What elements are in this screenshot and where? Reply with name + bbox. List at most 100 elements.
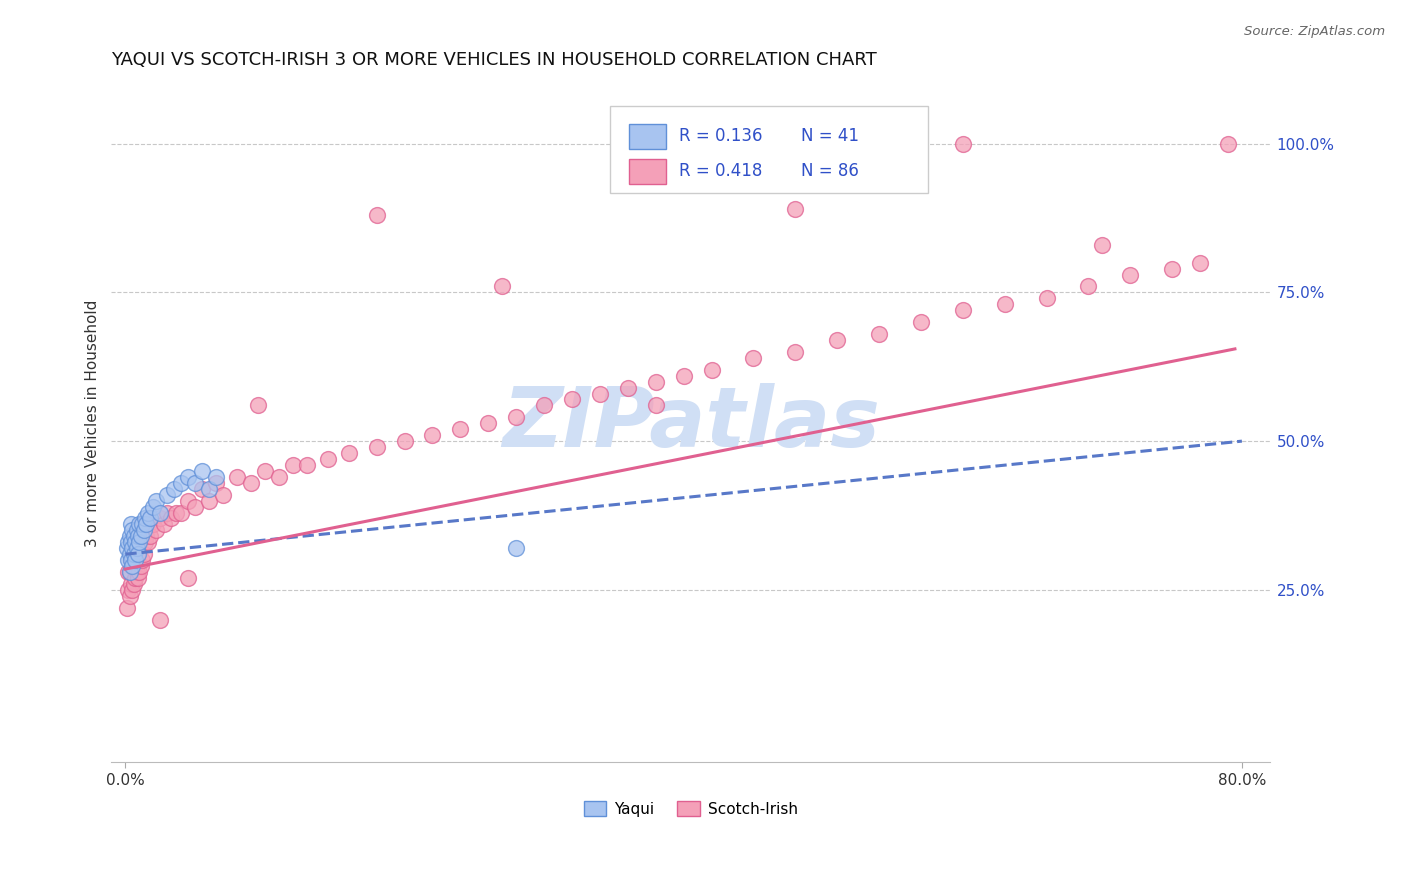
Point xyxy=(118,565,141,579)
Bar xyxy=(630,160,666,184)
Point xyxy=(226,470,249,484)
Point xyxy=(295,458,318,472)
Point xyxy=(281,458,304,472)
Point xyxy=(128,517,150,532)
Point xyxy=(145,493,167,508)
Y-axis label: 3 or more Vehicles in Household: 3 or more Vehicles in Household xyxy=(86,300,100,547)
Point xyxy=(163,482,186,496)
Point xyxy=(205,470,228,484)
Point xyxy=(118,547,141,561)
Point xyxy=(253,464,276,478)
Point xyxy=(136,535,159,549)
Point xyxy=(617,381,640,395)
Point xyxy=(121,524,143,538)
Point xyxy=(1119,268,1142,282)
Point xyxy=(198,482,221,496)
Point xyxy=(149,506,172,520)
Point xyxy=(156,506,179,520)
Point xyxy=(121,553,143,567)
Bar xyxy=(630,124,666,149)
Point xyxy=(129,559,152,574)
Point xyxy=(127,571,149,585)
Point xyxy=(868,326,890,341)
Point xyxy=(337,446,360,460)
Point xyxy=(125,565,148,579)
Point xyxy=(117,582,139,597)
Text: N = 41: N = 41 xyxy=(800,127,859,145)
Point xyxy=(121,582,143,597)
Point xyxy=(1161,261,1184,276)
Point xyxy=(267,470,290,484)
Point xyxy=(129,529,152,543)
Point xyxy=(533,399,555,413)
Point xyxy=(1091,237,1114,252)
Point xyxy=(422,428,444,442)
Point xyxy=(131,524,153,538)
Point xyxy=(910,315,932,329)
Point xyxy=(117,535,139,549)
Point xyxy=(124,553,146,567)
Point xyxy=(952,303,974,318)
Point xyxy=(120,535,142,549)
Point xyxy=(134,511,156,525)
Point xyxy=(366,440,388,454)
Point xyxy=(142,517,165,532)
Point xyxy=(491,279,513,293)
Point xyxy=(149,511,172,525)
Point xyxy=(170,475,193,490)
Point xyxy=(115,600,138,615)
Point xyxy=(589,386,612,401)
Point xyxy=(316,452,339,467)
Point xyxy=(129,517,152,532)
Point xyxy=(165,506,187,520)
Point xyxy=(131,517,153,532)
Point xyxy=(132,547,155,561)
Point xyxy=(644,399,666,413)
Point xyxy=(115,541,138,556)
Legend: Yaqui, Scotch-Irish: Yaqui, Scotch-Irish xyxy=(578,795,804,822)
Point xyxy=(994,297,1017,311)
Point xyxy=(135,529,157,543)
Point xyxy=(1035,291,1057,305)
Point xyxy=(122,529,145,543)
Point xyxy=(366,208,388,222)
Point xyxy=(124,571,146,585)
Point xyxy=(700,362,723,376)
Point xyxy=(177,571,200,585)
Point xyxy=(139,529,162,543)
Point xyxy=(136,506,159,520)
Point xyxy=(1216,136,1239,151)
Point xyxy=(561,392,583,407)
Point xyxy=(1189,255,1212,269)
Point xyxy=(118,565,141,579)
Point xyxy=(394,434,416,449)
Point xyxy=(191,482,214,496)
Point xyxy=(825,333,848,347)
Text: R = 0.418: R = 0.418 xyxy=(679,162,762,180)
Point xyxy=(184,500,207,514)
Point xyxy=(672,368,695,383)
Point xyxy=(118,529,141,543)
Point xyxy=(135,517,157,532)
Point xyxy=(117,553,139,567)
Point xyxy=(785,344,807,359)
Text: Source: ZipAtlas.com: Source: ZipAtlas.com xyxy=(1244,25,1385,38)
FancyBboxPatch shape xyxy=(610,106,928,193)
Point xyxy=(131,553,153,567)
Point xyxy=(145,524,167,538)
Point xyxy=(644,375,666,389)
Point xyxy=(477,417,499,431)
Point xyxy=(128,524,150,538)
Point xyxy=(952,136,974,151)
Point xyxy=(122,577,145,591)
Point xyxy=(122,547,145,561)
Point xyxy=(138,517,160,532)
Text: R = 0.136: R = 0.136 xyxy=(679,127,762,145)
Point xyxy=(139,511,162,525)
Point xyxy=(449,422,471,436)
Point xyxy=(742,351,765,365)
Point xyxy=(127,547,149,561)
Point xyxy=(125,535,148,549)
Point xyxy=(205,475,228,490)
Point xyxy=(160,511,183,525)
